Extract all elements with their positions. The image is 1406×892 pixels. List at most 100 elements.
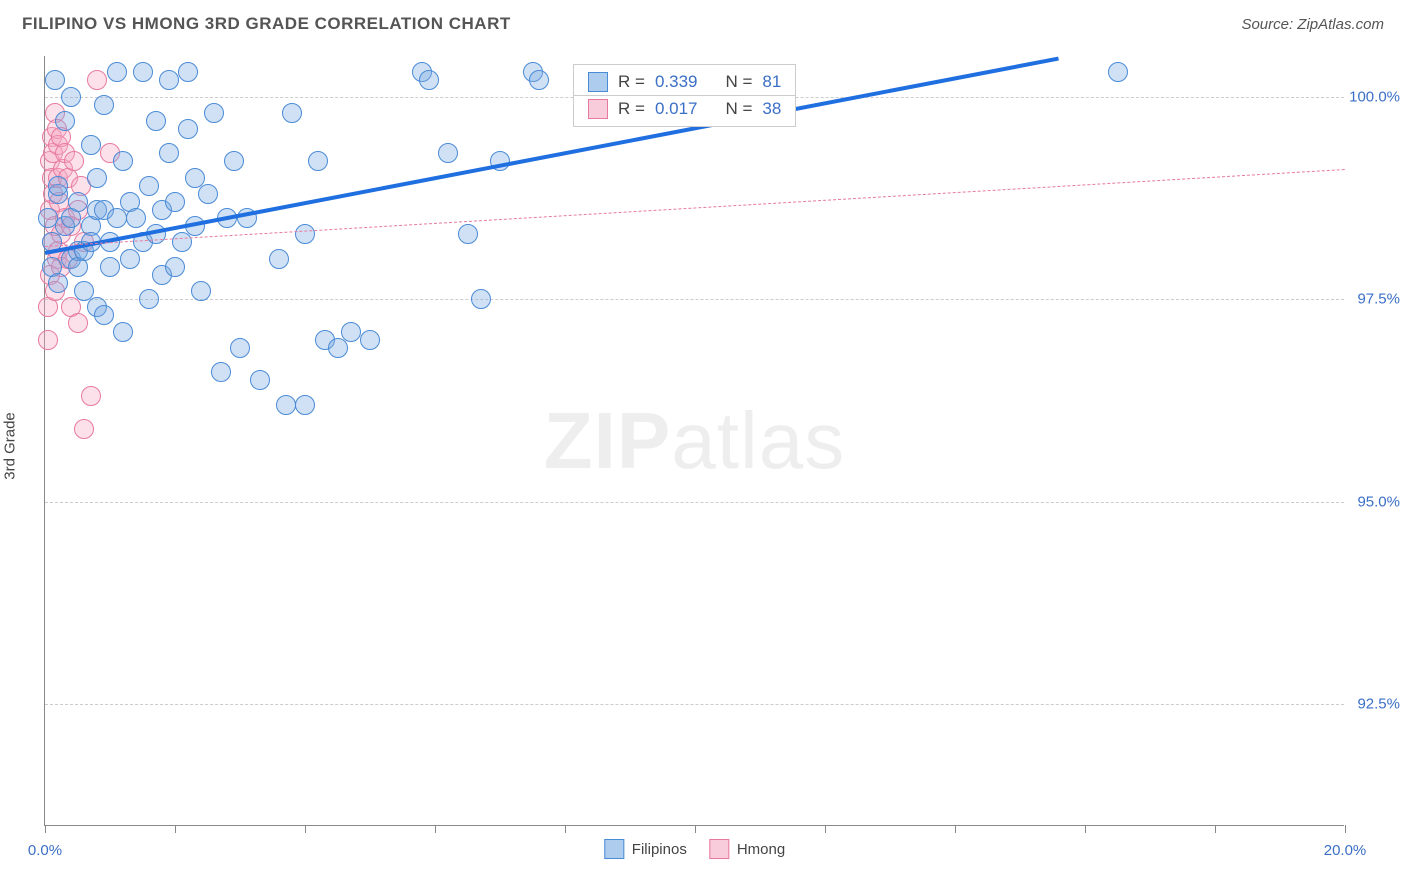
n-label: N = xyxy=(725,72,752,92)
point-filipinos xyxy=(94,305,114,325)
point-filipinos xyxy=(133,62,153,82)
chart-title: FILIPINO VS HMONG 3RD GRADE CORRELATION … xyxy=(22,14,511,34)
stats-row-hmong: R = 0.017 N = 38 xyxy=(574,95,795,122)
point-filipinos xyxy=(308,151,328,171)
n-value-hmong: 38 xyxy=(762,99,781,119)
swatch-filipinos-icon xyxy=(588,72,608,92)
point-filipinos xyxy=(165,192,185,212)
point-filipinos xyxy=(100,257,120,277)
point-filipinos xyxy=(68,192,88,212)
y-tick-label: 95.0% xyxy=(1357,493,1400,510)
point-filipinos xyxy=(139,289,159,309)
gridline xyxy=(45,299,1344,300)
n-value-filipinos: 81 xyxy=(762,72,781,92)
point-filipinos xyxy=(146,111,166,131)
point-hmong xyxy=(64,151,84,171)
point-filipinos xyxy=(191,281,211,301)
swatch-hmong-icon xyxy=(588,99,608,119)
y-tick-label: 100.0% xyxy=(1349,88,1400,105)
point-filipinos xyxy=(81,135,101,155)
point-filipinos xyxy=(126,208,146,228)
legend-label: Filipinos xyxy=(632,841,687,858)
point-filipinos xyxy=(45,70,65,90)
point-filipinos xyxy=(1108,62,1128,82)
point-filipinos xyxy=(172,232,192,252)
watermark-bold: ZIP xyxy=(544,396,671,485)
swatch-filipinos-icon xyxy=(604,839,624,859)
r-value-filipinos: 0.339 xyxy=(655,72,698,92)
x-tick-label: 20.0% xyxy=(1324,842,1367,859)
point-filipinos xyxy=(113,151,133,171)
point-filipinos xyxy=(107,62,127,82)
watermark: ZIPatlas xyxy=(544,395,845,487)
point-filipinos xyxy=(230,338,250,358)
point-filipinos xyxy=(48,176,68,196)
r-label: R = xyxy=(618,72,645,92)
y-tick-label: 92.5% xyxy=(1357,696,1400,713)
point-filipinos xyxy=(120,249,140,269)
point-filipinos xyxy=(107,208,127,228)
x-tick xyxy=(955,825,956,833)
point-filipinos xyxy=(328,338,348,358)
point-filipinos xyxy=(159,143,179,163)
point-filipinos xyxy=(61,87,81,107)
point-filipinos xyxy=(139,176,159,196)
y-axis-title: 3rd Grade xyxy=(2,412,19,480)
x-tick-label: 0.0% xyxy=(28,842,62,859)
legend-item-filipinos: Filipinos xyxy=(604,839,687,859)
point-filipinos xyxy=(224,151,244,171)
source-label: Source: ZipAtlas.com xyxy=(1241,16,1384,33)
point-filipinos xyxy=(48,273,68,293)
point-filipinos xyxy=(529,70,549,90)
bottom-legend: Filipinos Hmong xyxy=(604,839,785,859)
point-filipinos xyxy=(471,289,491,309)
stats-legend: R = 0.339 N = 81 R = 0.017 N = 38 xyxy=(573,64,796,127)
gridline xyxy=(45,502,1344,503)
point-hmong xyxy=(87,70,107,90)
point-filipinos xyxy=(211,362,231,382)
y-tick-label: 97.5% xyxy=(1357,291,1400,308)
point-filipinos xyxy=(295,224,315,244)
swatch-hmong-icon xyxy=(709,839,729,859)
x-tick xyxy=(435,825,436,833)
point-filipinos xyxy=(419,70,439,90)
point-filipinos xyxy=(87,168,107,188)
point-filipinos xyxy=(178,62,198,82)
scatter-chart: ZIPatlas Filipinos Hmong 92.5%95.0%97.5%… xyxy=(44,56,1344,826)
x-tick xyxy=(1085,825,1086,833)
point-filipinos xyxy=(178,119,198,139)
point-filipinos xyxy=(113,322,133,342)
point-filipinos xyxy=(55,111,75,131)
point-hmong xyxy=(81,386,101,406)
gridline xyxy=(45,704,1344,705)
stats-row-filipinos: R = 0.339 N = 81 xyxy=(574,69,795,95)
x-tick xyxy=(45,825,46,833)
point-filipinos xyxy=(198,184,218,204)
legend-item-hmong: Hmong xyxy=(709,839,785,859)
x-tick xyxy=(305,825,306,833)
x-tick xyxy=(175,825,176,833)
x-tick xyxy=(1345,825,1346,833)
point-filipinos xyxy=(159,70,179,90)
n-label: N = xyxy=(725,99,752,119)
point-filipinos xyxy=(438,143,458,163)
point-filipinos xyxy=(282,103,302,123)
point-filipinos xyxy=(94,95,114,115)
point-hmong xyxy=(68,313,88,333)
r-label: R = xyxy=(618,99,645,119)
x-tick xyxy=(1215,825,1216,833)
point-filipinos xyxy=(341,322,361,342)
point-filipinos xyxy=(458,224,478,244)
point-hmong xyxy=(74,419,94,439)
r-value-hmong: 0.017 xyxy=(655,99,698,119)
point-filipinos xyxy=(360,330,380,350)
point-filipinos xyxy=(250,370,270,390)
trendline-hmong xyxy=(45,169,1345,247)
point-filipinos xyxy=(269,249,289,269)
point-filipinos xyxy=(165,257,185,277)
trendline-filipinos xyxy=(45,56,1060,254)
x-tick xyxy=(825,825,826,833)
x-tick xyxy=(695,825,696,833)
point-filipinos xyxy=(276,395,296,415)
point-filipinos xyxy=(204,103,224,123)
